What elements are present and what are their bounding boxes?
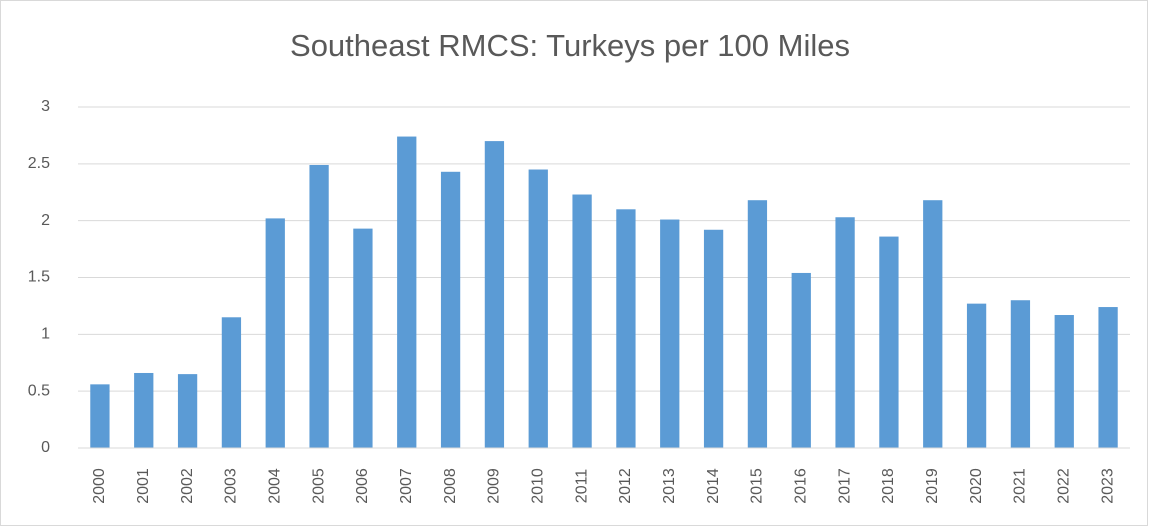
bar: [1054, 315, 1074, 448]
bar: [1098, 307, 1118, 448]
bar: [177, 374, 198, 448]
x-tick-label: 2007: [398, 468, 415, 504]
bar: [616, 209, 636, 448]
y-tick-label: 1.5: [28, 269, 50, 286]
x-tick-label: 2013: [661, 468, 678, 504]
x-tick-label: 2017: [836, 468, 853, 504]
bar: [90, 384, 110, 448]
bar: [221, 317, 242, 448]
x-tick-label: 2000: [91, 468, 108, 504]
x-tick-label: 2022: [1055, 468, 1072, 504]
bar: [440, 171, 461, 449]
x-tick-label: 2023: [1099, 468, 1116, 504]
x-tick-label: 2010: [529, 468, 546, 504]
bar: [1010, 300, 1031, 448]
x-tick-label: 2009: [486, 468, 503, 504]
x-tick-label: 2008: [442, 468, 459, 504]
x-tick-label: 2004: [266, 468, 283, 504]
x-tick-label: 2003: [223, 468, 240, 504]
y-tick-label: 3: [41, 98, 50, 115]
bar: [265, 218, 285, 448]
y-tick-label: 2: [41, 212, 50, 229]
bar: [660, 219, 680, 448]
y-tick-label: 2.5: [28, 155, 50, 172]
bar: [835, 217, 855, 448]
x-tick-label: 2011: [573, 469, 590, 504]
bar: [923, 200, 943, 448]
x-tick-label: 2001: [135, 468, 152, 504]
bar: [484, 141, 505, 448]
x-tick-label: 2019: [924, 468, 941, 504]
x-tick-label: 2015: [749, 468, 766, 504]
y-tick-label: 0.5: [28, 382, 50, 399]
x-tick-label: 2021: [1012, 468, 1029, 504]
bar: [309, 164, 329, 448]
bar: [747, 200, 768, 448]
bar: [528, 169, 548, 448]
x-tick-label: 2014: [705, 468, 722, 504]
x-tick-label: 2020: [968, 468, 985, 504]
bar: [879, 236, 899, 448]
bar: [572, 194, 592, 448]
bar: [791, 272, 811, 448]
y-tick-label: 0: [41, 439, 50, 456]
x-tick-label: 2018: [880, 468, 897, 504]
x-tick-label: 2016: [792, 468, 809, 504]
x-tick-label: 2005: [310, 468, 327, 504]
y-tick-label: 1: [41, 326, 50, 343]
bar: [397, 136, 417, 448]
bar: [966, 303, 987, 448]
chart-title: Southeast RMCS: Turkeys per 100 Miles: [290, 28, 850, 63]
bar: [134, 372, 154, 448]
bar: [703, 229, 724, 448]
bar: [353, 228, 373, 448]
x-tick-label: 2012: [617, 468, 634, 504]
x-tick-label: 2002: [179, 468, 196, 504]
x-tick-label: 2006: [354, 468, 371, 504]
